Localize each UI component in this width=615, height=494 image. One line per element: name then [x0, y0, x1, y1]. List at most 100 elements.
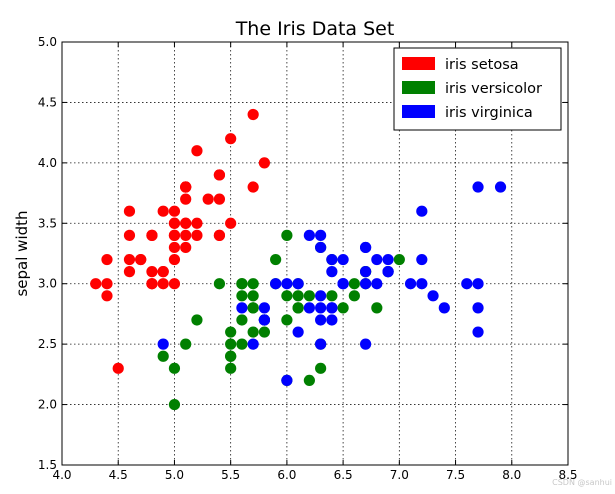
x-tick-label: 5.5: [221, 468, 240, 482]
data-point: [168, 205, 181, 217]
data-point: [247, 108, 259, 121]
data-point: [337, 278, 349, 290]
x-tick-label: 7.0: [390, 468, 409, 482]
data-point: [292, 290, 304, 302]
data-point: [213, 193, 226, 205]
data-point: [123, 229, 136, 241]
x-tick-label: 7.5: [446, 468, 465, 482]
data-point: [157, 266, 169, 278]
data-point: [146, 266, 158, 278]
data-point: [258, 314, 270, 326]
data-point: [180, 338, 192, 350]
x-tick-label: 8.0: [502, 468, 521, 482]
data-point: [303, 302, 315, 314]
data-point: [371, 278, 383, 290]
data-point: [315, 290, 327, 302]
data-point: [168, 253, 181, 266]
legend-label: iris setosa: [445, 57, 519, 73]
data-point: [191, 314, 203, 326]
data-point: [326, 266, 338, 278]
data-point: [247, 326, 259, 338]
data-point: [236, 290, 248, 302]
data-point: [303, 374, 315, 386]
data-point: [315, 314, 327, 326]
data-point: [101, 290, 113, 302]
data-point: [416, 253, 428, 266]
data-point: [191, 145, 203, 157]
data-point: [180, 217, 192, 229]
data-point: [168, 278, 181, 290]
data-point: [360, 241, 372, 254]
data-point: [101, 278, 113, 290]
data-point: [157, 278, 169, 290]
legend: iris setosa iris versicolor iris virginica: [393, 47, 562, 131]
data-point: [213, 169, 226, 181]
data-point: [404, 278, 417, 290]
data-point: [247, 181, 259, 193]
data-point: [146, 229, 158, 241]
data-point: [472, 181, 484, 193]
data-point: [472, 326, 484, 338]
watermark: CSDN @sanhui: [552, 478, 612, 487]
data-point: [382, 266, 394, 278]
data-point: [326, 302, 338, 314]
data-point: [123, 253, 136, 266]
data-point: [191, 217, 203, 229]
data-point: [382, 253, 394, 266]
data-point: [360, 338, 372, 350]
data-point: [315, 229, 327, 241]
data-point: [371, 253, 383, 266]
series-iris-virginica: [157, 181, 507, 386]
data-point: [292, 302, 304, 314]
data-point: [472, 278, 484, 290]
x-tick-label: 4.0: [52, 468, 71, 482]
data-point: [371, 302, 383, 314]
y-tick-label: 2.5: [38, 337, 57, 351]
data-point: [393, 253, 405, 266]
data-point: [236, 314, 248, 326]
data-point: [326, 253, 338, 266]
data-point: [281, 278, 293, 290]
y-axis-title: sepal width: [13, 210, 31, 296]
data-point: [101, 253, 113, 266]
data-point: [270, 253, 282, 266]
legend-swatch: [402, 57, 435, 70]
data-point: [168, 217, 181, 229]
data-point: [292, 326, 304, 338]
axis-ticks: [61, 41, 569, 466]
data-point: [213, 229, 226, 241]
data-point: [337, 302, 349, 314]
data-point: [225, 217, 237, 229]
data-point: [123, 266, 136, 278]
data-point: [247, 338, 259, 350]
legend-swatch: [402, 105, 435, 118]
grid-lines-overlay: [62, 42, 568, 465]
data-point: [225, 338, 237, 350]
data-point: [123, 205, 136, 217]
data-point: [157, 338, 169, 350]
data-point: [472, 302, 484, 314]
data-point: [360, 266, 372, 278]
data-point: [258, 326, 270, 338]
data-point: [438, 302, 450, 314]
data-point: [292, 278, 304, 290]
data-point: [348, 278, 360, 290]
chart-title: The Iris Data Set: [235, 18, 395, 40]
data-point: [247, 302, 259, 314]
data-point: [303, 229, 315, 241]
data-point: [168, 398, 181, 411]
y-tick-label: 1.5: [38, 458, 57, 472]
data-point: [247, 290, 259, 302]
data-point: [416, 278, 428, 290]
data-point: [191, 229, 203, 241]
series-iris-setosa: [90, 108, 270, 374]
data-point: [337, 253, 349, 266]
x-tick-label: 5.0: [165, 468, 184, 482]
legend-label: iris versicolor: [445, 81, 542, 97]
data-point: [270, 278, 282, 290]
legend-swatch: [402, 81, 435, 94]
data-point: [247, 278, 259, 290]
data-point: [281, 229, 293, 241]
data-point: [180, 181, 192, 193]
